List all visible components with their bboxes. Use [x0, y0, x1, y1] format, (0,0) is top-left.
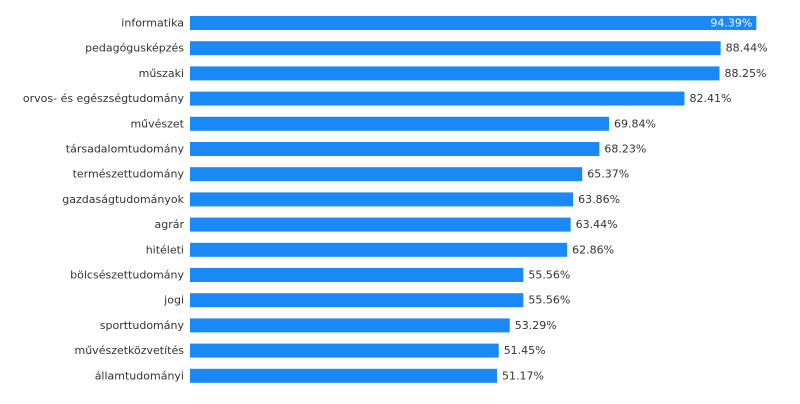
category-label: jogi	[163, 294, 184, 307]
bar	[190, 343, 499, 358]
value-label: 55.56%	[528, 294, 570, 307]
category-label: társadalomtudomány	[66, 143, 185, 156]
value-label: 53.29%	[515, 319, 557, 332]
category-label: agrár	[154, 218, 184, 231]
bar	[190, 91, 685, 106]
value-label: 63.44%	[576, 218, 618, 231]
value-label: 63.86%	[578, 193, 620, 206]
value-label: 65.37%	[587, 168, 629, 181]
category-label: gazdaságtudományok	[62, 193, 184, 206]
category-label: államtudományi	[95, 369, 184, 382]
category-label: művészet	[130, 117, 184, 130]
bar	[190, 217, 571, 232]
value-label: 94.39%	[710, 17, 752, 30]
value-label: 88.25%	[725, 67, 767, 80]
value-label: 51.45%	[504, 344, 546, 357]
category-label: informatika	[121, 17, 184, 30]
bar	[190, 192, 574, 207]
bar	[190, 167, 583, 182]
bar	[190, 242, 568, 257]
value-label: 62.86%	[572, 243, 614, 256]
value-label: 51.17%	[502, 369, 544, 382]
category-label: orvos- és egészségtudomány	[23, 92, 185, 105]
bar	[190, 41, 721, 56]
category-label: természettudomány	[73, 168, 185, 181]
bar	[190, 66, 720, 81]
value-label: 68.23%	[604, 143, 646, 156]
value-label: 55.56%	[528, 269, 570, 282]
value-label: 82.41%	[689, 92, 731, 105]
category-label: hitéleti	[146, 243, 184, 256]
bar	[190, 142, 600, 156]
category-label: műszaki	[139, 67, 184, 80]
bar	[190, 318, 510, 333]
category-label: pedagógusképzés	[85, 42, 184, 55]
bar	[190, 368, 498, 383]
value-label: 69.84%	[614, 117, 656, 130]
bar	[190, 16, 757, 30]
bar	[190, 116, 610, 131]
value-label: 88.44%	[726, 42, 768, 55]
category-label: sporttudomány	[100, 319, 185, 332]
bar	[190, 268, 524, 282]
category-label: bölcsészettudomány	[70, 269, 184, 282]
bar	[190, 293, 524, 308]
category-label: művészetközvetítés	[75, 344, 185, 357]
